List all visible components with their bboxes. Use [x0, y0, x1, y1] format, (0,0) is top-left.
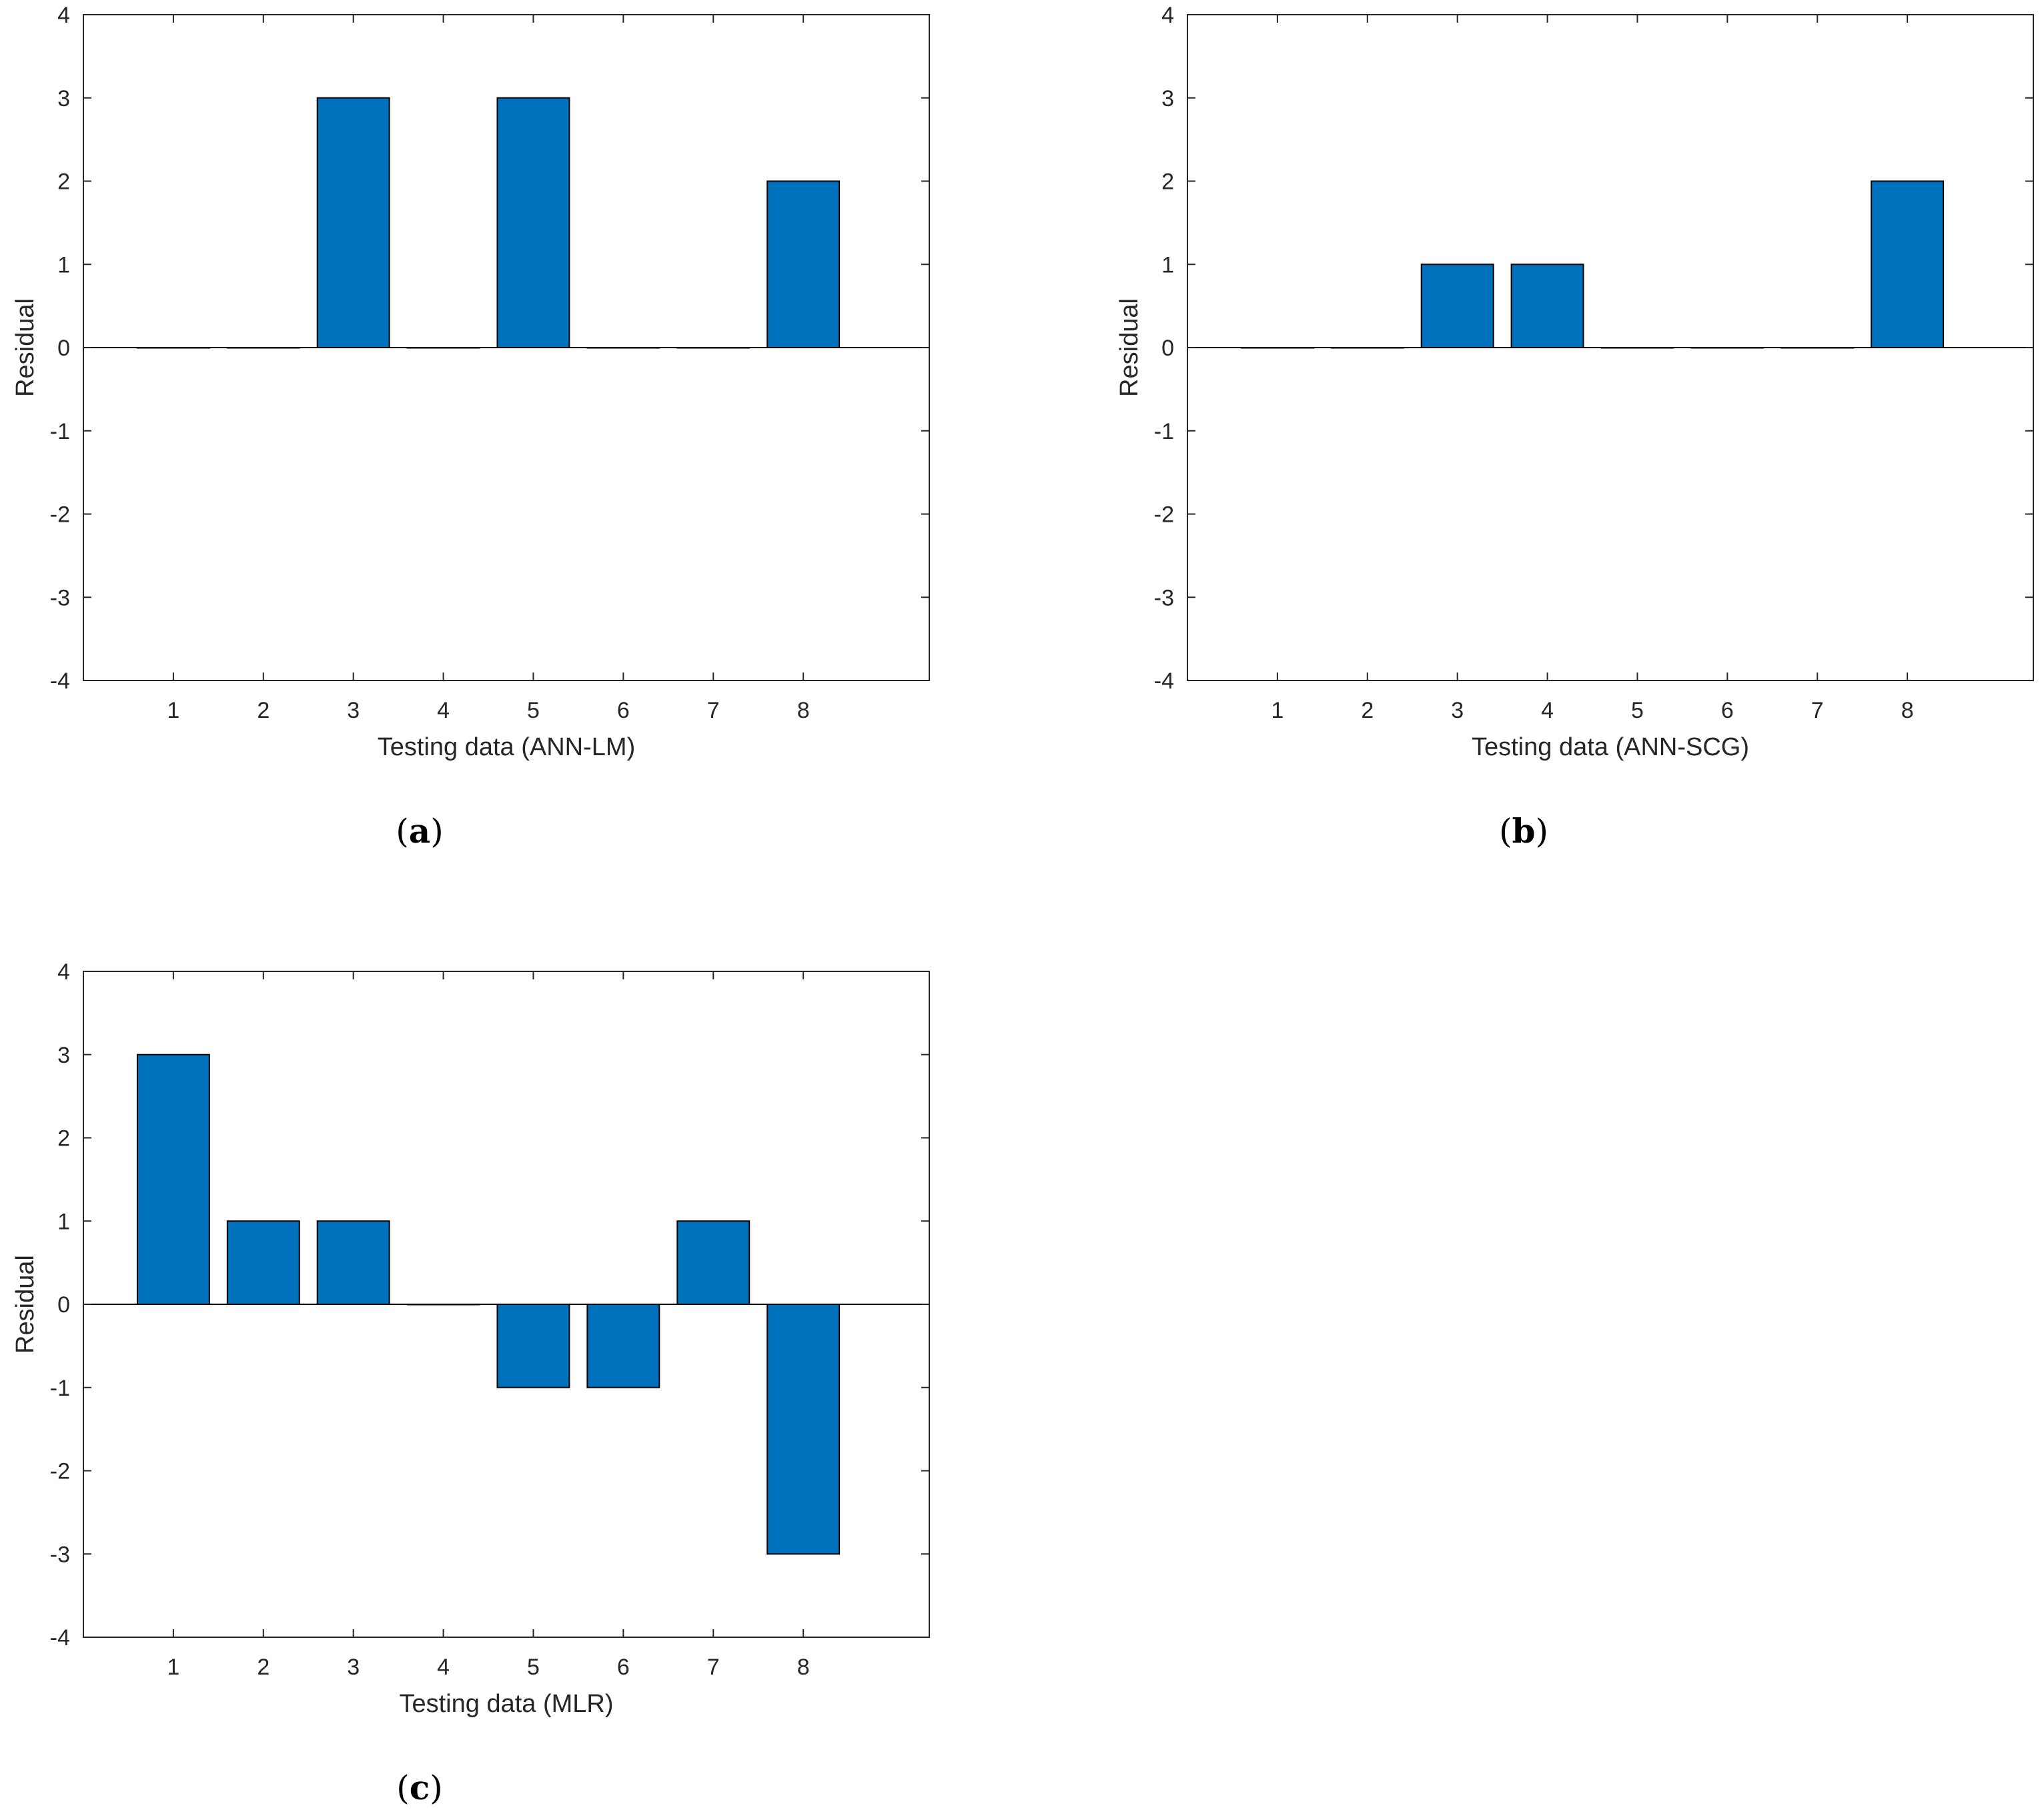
- y-tick-label: 0: [1161, 336, 1174, 361]
- x-tick-label: 1: [167, 1655, 179, 1680]
- y-tick-label: -4: [50, 1625, 70, 1651]
- x-tick-label: 8: [797, 698, 810, 723]
- y-tick-label: 4: [57, 959, 70, 985]
- chart-panel-c: -4 -3 -2 -1 0 1 2 3 4 1 2 3 4 5 6 7 8 Testing data (MLR) R…: [11, 959, 930, 1807]
- bar-2: [226, 1220, 300, 1305]
- chart-panel-b: -4 -3 -2 -1 0 1 2 3 4 1 2 3 4 5 6 7 8 Testing data (ANN-S…: [1115, 3, 2034, 851]
- caption-close-paren: ): [430, 812, 444, 851]
- chart-panel-a: -4 -3 -2 -1 0 1 2 3 4 1 2 3 4 5 6 7 8 Testing data (ANN-L…: [11, 3, 930, 851]
- bar-7: [676, 1220, 750, 1305]
- bar-4: [1510, 264, 1584, 348]
- panel-caption: (b): [1499, 811, 1548, 851]
- y-tick-label: 4: [1161, 3, 1174, 28]
- y-axis-label: Residual: [11, 1255, 39, 1354]
- y-tick-label: -1: [1154, 419, 1174, 444]
- y-tick-label: 4: [57, 3, 70, 28]
- x-tick-label: 4: [1541, 698, 1554, 723]
- caption-letter: a: [409, 811, 430, 851]
- y-tick-label: -1: [50, 419, 70, 444]
- x-tick-label: 3: [1451, 698, 1464, 723]
- x-tick-label: 8: [797, 1655, 810, 1680]
- x-tick-label: 3: [347, 698, 360, 723]
- x-tick-label: 1: [167, 698, 179, 723]
- bar-1: [136, 1053, 210, 1305]
- y-axis-label: Residual: [11, 298, 39, 397]
- caption-open-paren: (: [396, 1769, 410, 1807]
- x-tick-label: 6: [1721, 698, 1734, 723]
- panel-caption: (c): [396, 1768, 442, 1807]
- y-tick-label: 1: [1161, 252, 1174, 278]
- bar-3: [316, 1220, 390, 1305]
- caption-close-paren: ): [430, 1769, 443, 1807]
- bar-8: [1871, 180, 1945, 348]
- x-tick-label: 7: [707, 1655, 720, 1680]
- y-tick-label: 0: [57, 336, 70, 361]
- y-tick-label: 0: [57, 1292, 70, 1318]
- y-tick-label: 2: [1161, 169, 1174, 195]
- x-tick-label: 5: [1631, 698, 1644, 723]
- bar-5: [496, 1304, 570, 1388]
- y-tick-label: -3: [50, 1542, 70, 1567]
- x-tick-label: 3: [347, 1655, 360, 1680]
- caption-open-paren: (: [1499, 812, 1512, 851]
- x-tick-label: 4: [437, 1655, 450, 1680]
- y-tick-label: 2: [57, 169, 70, 195]
- panel-caption: (a): [396, 811, 443, 851]
- x-axis-label: Testing data (MLR): [399, 1690, 613, 1718]
- x-tick-label: 2: [1361, 698, 1374, 723]
- bar-6: [586, 1304, 660, 1388]
- y-tick-label: 3: [57, 86, 70, 111]
- y-tick-label: -4: [1154, 668, 1174, 694]
- bar-3: [1420, 264, 1494, 348]
- x-tick-label: 4: [437, 698, 450, 723]
- bar-3: [316, 97, 390, 348]
- y-tick-label: -3: [1154, 585, 1174, 610]
- y-tick-label: 3: [57, 1043, 70, 1068]
- caption-letter: b: [1512, 811, 1536, 851]
- caption-letter: c: [410, 1768, 430, 1807]
- y-axis-label: Residual: [1115, 298, 1143, 397]
- x-tick-label: 7: [707, 698, 720, 723]
- x-tick-label: 8: [1901, 698, 1914, 723]
- caption-open-paren: (: [396, 812, 409, 851]
- bar-8: [766, 1304, 841, 1555]
- x-axis-label: Testing data (ANN-LM): [378, 733, 635, 761]
- x-tick-label: 6: [617, 1655, 630, 1680]
- x-axis-label: Testing data (ANN-SCG): [1472, 733, 1749, 761]
- x-tick-label: 1: [1271, 698, 1284, 723]
- y-tick-label: -1: [50, 1376, 70, 1401]
- y-tick-label: -3: [50, 585, 70, 610]
- y-tick-label: -4: [50, 668, 70, 694]
- x-tick-label: 2: [257, 698, 270, 723]
- bar-8: [766, 180, 841, 348]
- y-tick-label: 2: [57, 1126, 70, 1152]
- caption-close-paren: ): [1535, 812, 1548, 851]
- x-tick-label: 6: [617, 698, 630, 723]
- x-tick-label: 5: [527, 1655, 540, 1680]
- bar-5: [496, 97, 570, 348]
- y-tick-label: 1: [57, 252, 70, 278]
- x-tick-label: 2: [257, 1655, 270, 1680]
- x-tick-label: 5: [527, 698, 540, 723]
- y-tick-label: 1: [57, 1209, 70, 1234]
- y-tick-label: -2: [50, 1459, 70, 1484]
- y-tick-label: -2: [50, 502, 70, 528]
- y-tick-label: -2: [1154, 502, 1174, 528]
- y-tick-label: 3: [1161, 86, 1174, 111]
- x-tick-label: 7: [1811, 698, 1824, 723]
